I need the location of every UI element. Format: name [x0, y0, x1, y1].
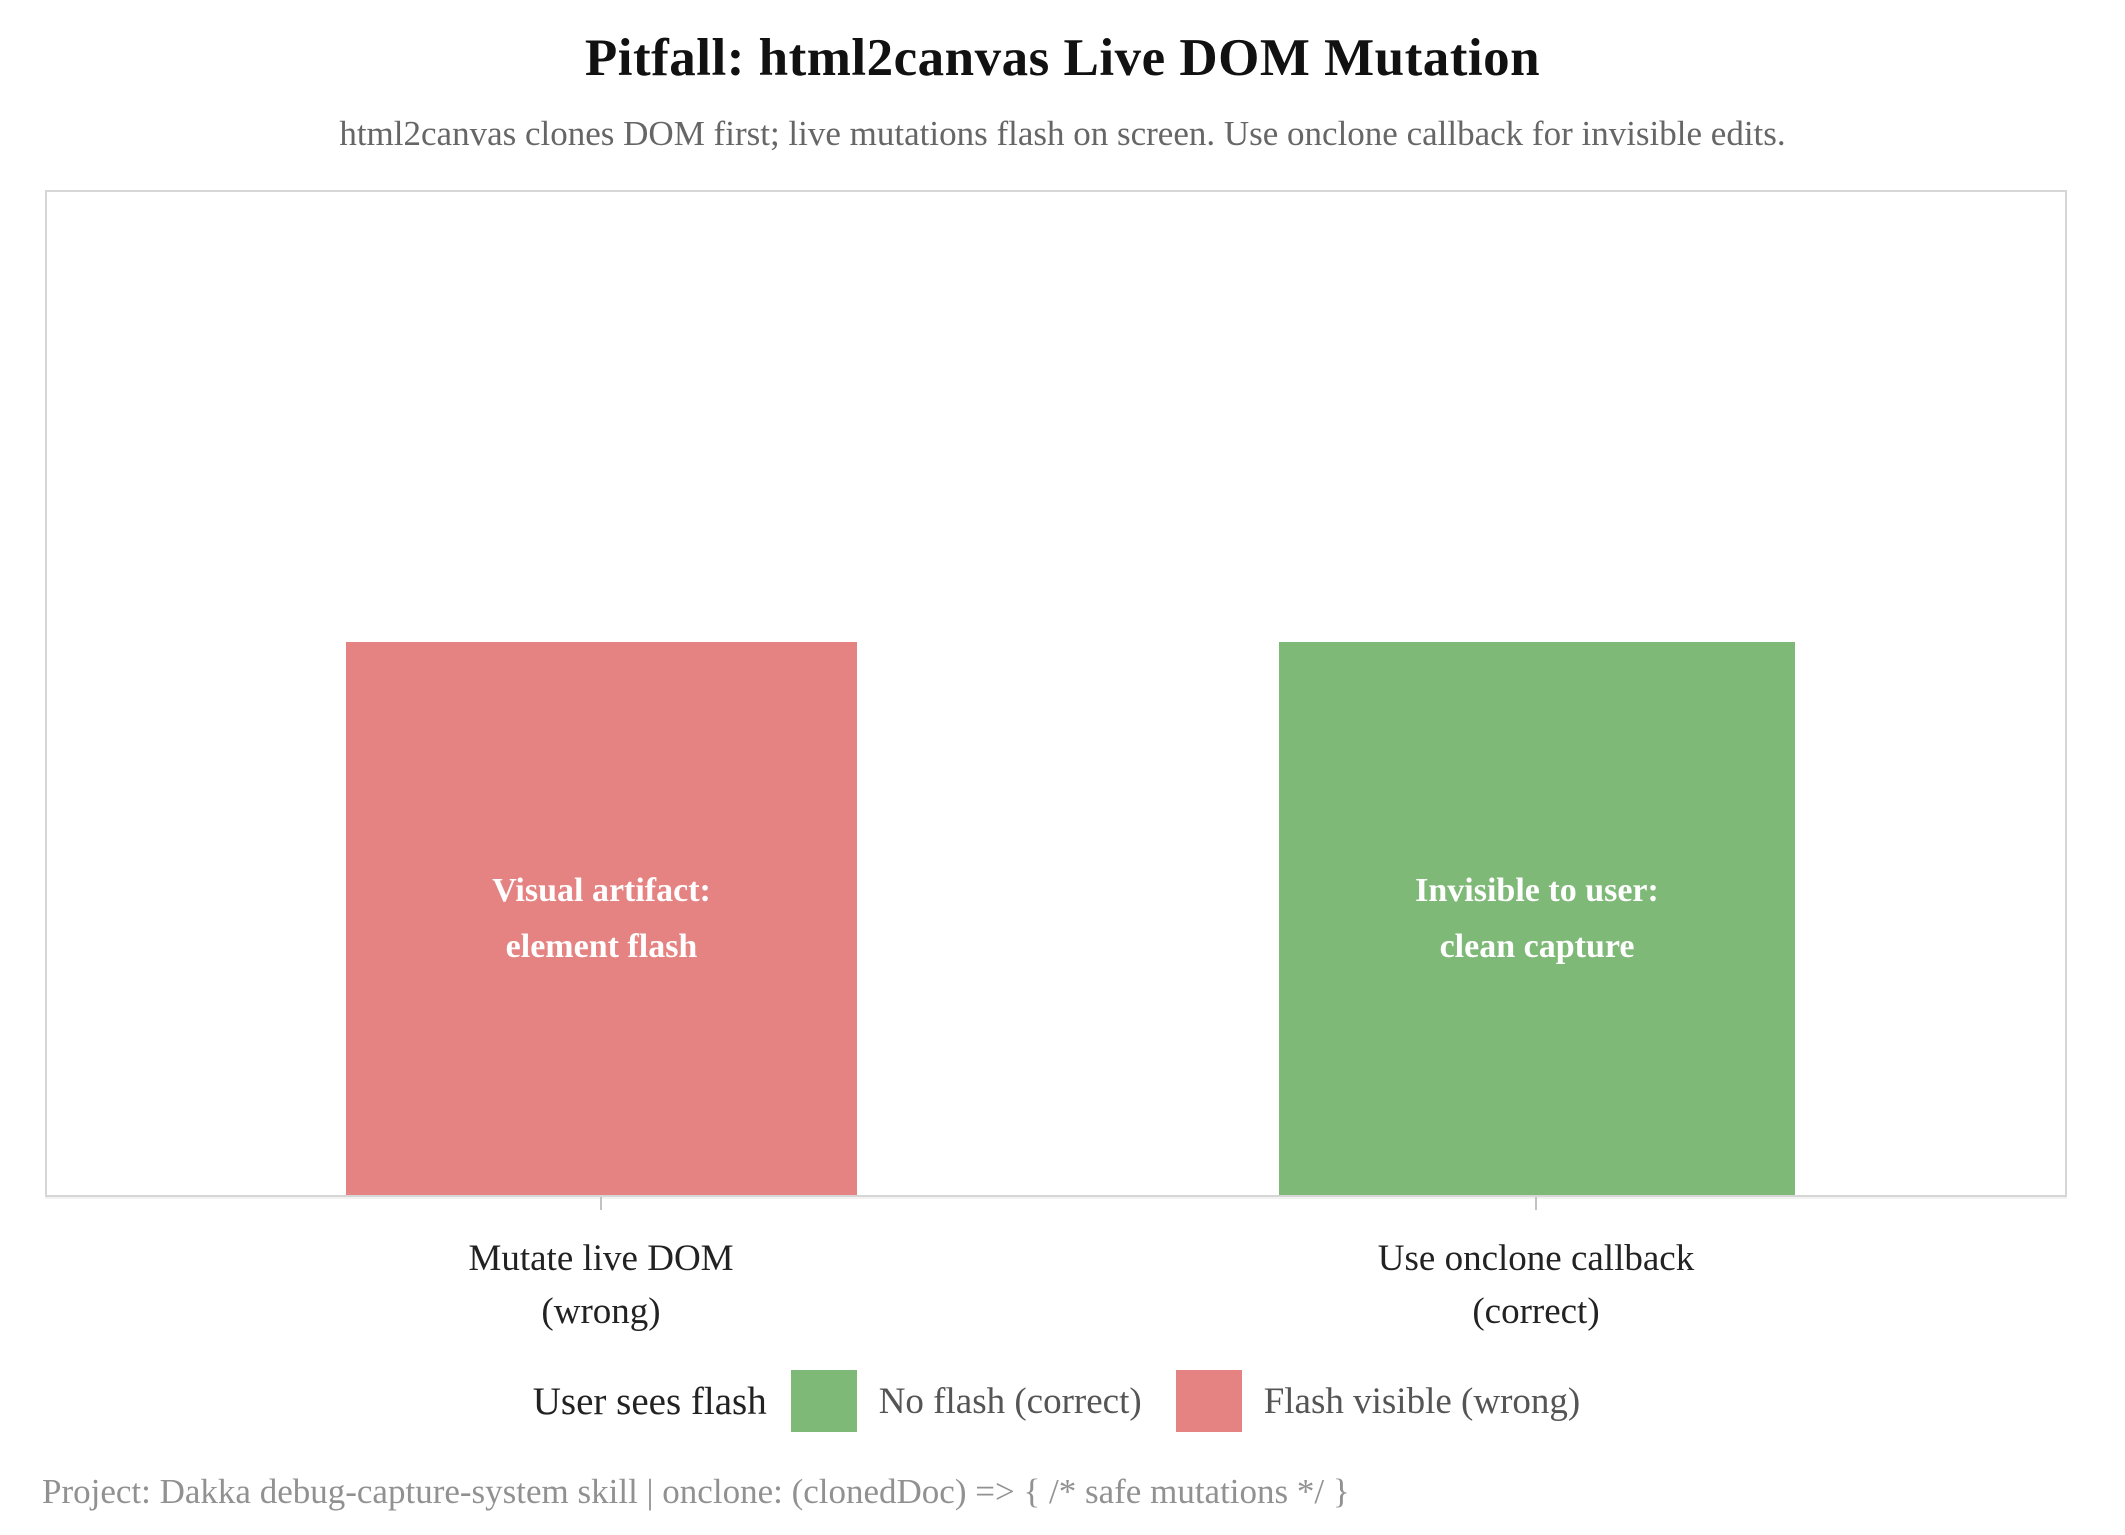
bar-mutate-live-dom: Visual artifact: element flash	[346, 642, 857, 1195]
x-category-line: Use onclone callback	[1377, 1238, 1695, 1279]
legend-swatch-red	[1175, 1370, 1242, 1432]
legend: User sees flash No flash (correct) Flash…	[0, 1370, 2125, 1432]
chart-title: Pitfall: html2canvas Live DOM Mutation	[584, 29, 1541, 87]
bar-use-onclone-callback: Invisible to user: clean capture	[1279, 642, 1795, 1195]
x-category-line: (wrong)	[541, 1290, 661, 1332]
plot-area: Visual artifact: element flash Invisible…	[45, 190, 2067, 1197]
bar-annotation-line: clean capture	[1439, 927, 1635, 965]
x-axis-tick-right	[1535, 1197, 1537, 1210]
x-category-line: Mutate live DOM	[468, 1238, 734, 1279]
x-category-label-right: Use onclone callback (correct)	[1226, 1233, 1846, 1338]
legend-entry-no-flash: No flash (correct)	[878, 1380, 1142, 1422]
legend-swatch-green	[790, 1370, 857, 1432]
x-category-label-left: Mutate live DOM (wrong)	[291, 1233, 911, 1338]
x-category-line: (correct)	[1472, 1290, 1600, 1332]
bar-annotation-line: element flash	[505, 927, 698, 965]
legend-title: User sees flash	[532, 1379, 767, 1423]
x-axis-tick-left	[600, 1197, 602, 1210]
legend-entry-flash-visible: Flash visible (wrong)	[1263, 1380, 1581, 1422]
bar-annotation-line: Visual artifact:	[492, 871, 711, 909]
chart-subtitle: html2canvas clones DOM first; live mutat…	[339, 114, 1786, 153]
footer-caption: Project: Dakka debug-capture-system skil…	[42, 1472, 1350, 1511]
bar-annotation-line: Invisible to user:	[1415, 871, 1659, 909]
